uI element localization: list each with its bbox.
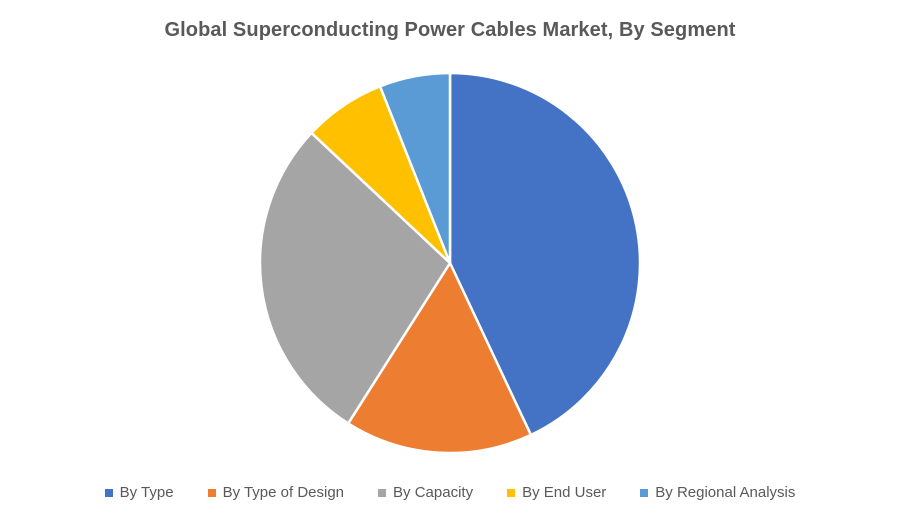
legend-swatch: [640, 488, 649, 497]
legend-label: By End User: [522, 484, 607, 501]
legend-item-by-capacity: By Capacity: [378, 484, 473, 501]
pie-slice-by-capacity: [258, 131, 452, 425]
pie-slice-by-type-of-design: [346, 261, 533, 455]
legend-label: By Regional Analysis: [655, 484, 796, 501]
pie-slice-by-type: [448, 71, 642, 437]
legend-label: By Type: [119, 484, 174, 501]
legend-label: By Capacity: [393, 484, 474, 501]
legend-swatch: [207, 488, 216, 497]
legend-swatch: [104, 488, 113, 497]
pie-slice-by-regional-analysis: [378, 71, 452, 265]
chart-title: Global Superconducting Power Cables Mark…: [164, 19, 736, 41]
legend-item-by-type-of-design: By Type of Design: [207, 484, 345, 501]
legend-item-by-regional-analysis: By Regional Analysis: [640, 484, 795, 501]
legend-item-by-end-user: By End User: [507, 484, 606, 501]
legend-item-by-type: By Type: [104, 484, 174, 501]
legend-swatch: [378, 488, 387, 497]
legend-swatch: [507, 488, 516, 497]
legend: By Type By Type of Design By Capacity By En…: [0, 484, 900, 501]
legend-label: By Type of Design: [222, 484, 345, 501]
